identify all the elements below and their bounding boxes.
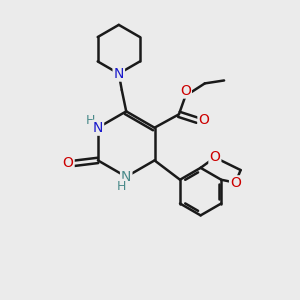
Text: O: O <box>230 176 241 190</box>
Text: O: O <box>209 150 220 164</box>
Text: N: N <box>93 121 103 135</box>
Text: H: H <box>86 114 95 127</box>
Text: O: O <box>63 156 74 170</box>
Text: H: H <box>117 180 127 193</box>
Text: N: N <box>121 170 131 184</box>
Text: O: O <box>198 113 209 127</box>
Text: O: O <box>180 84 191 98</box>
Text: N: N <box>114 67 124 81</box>
